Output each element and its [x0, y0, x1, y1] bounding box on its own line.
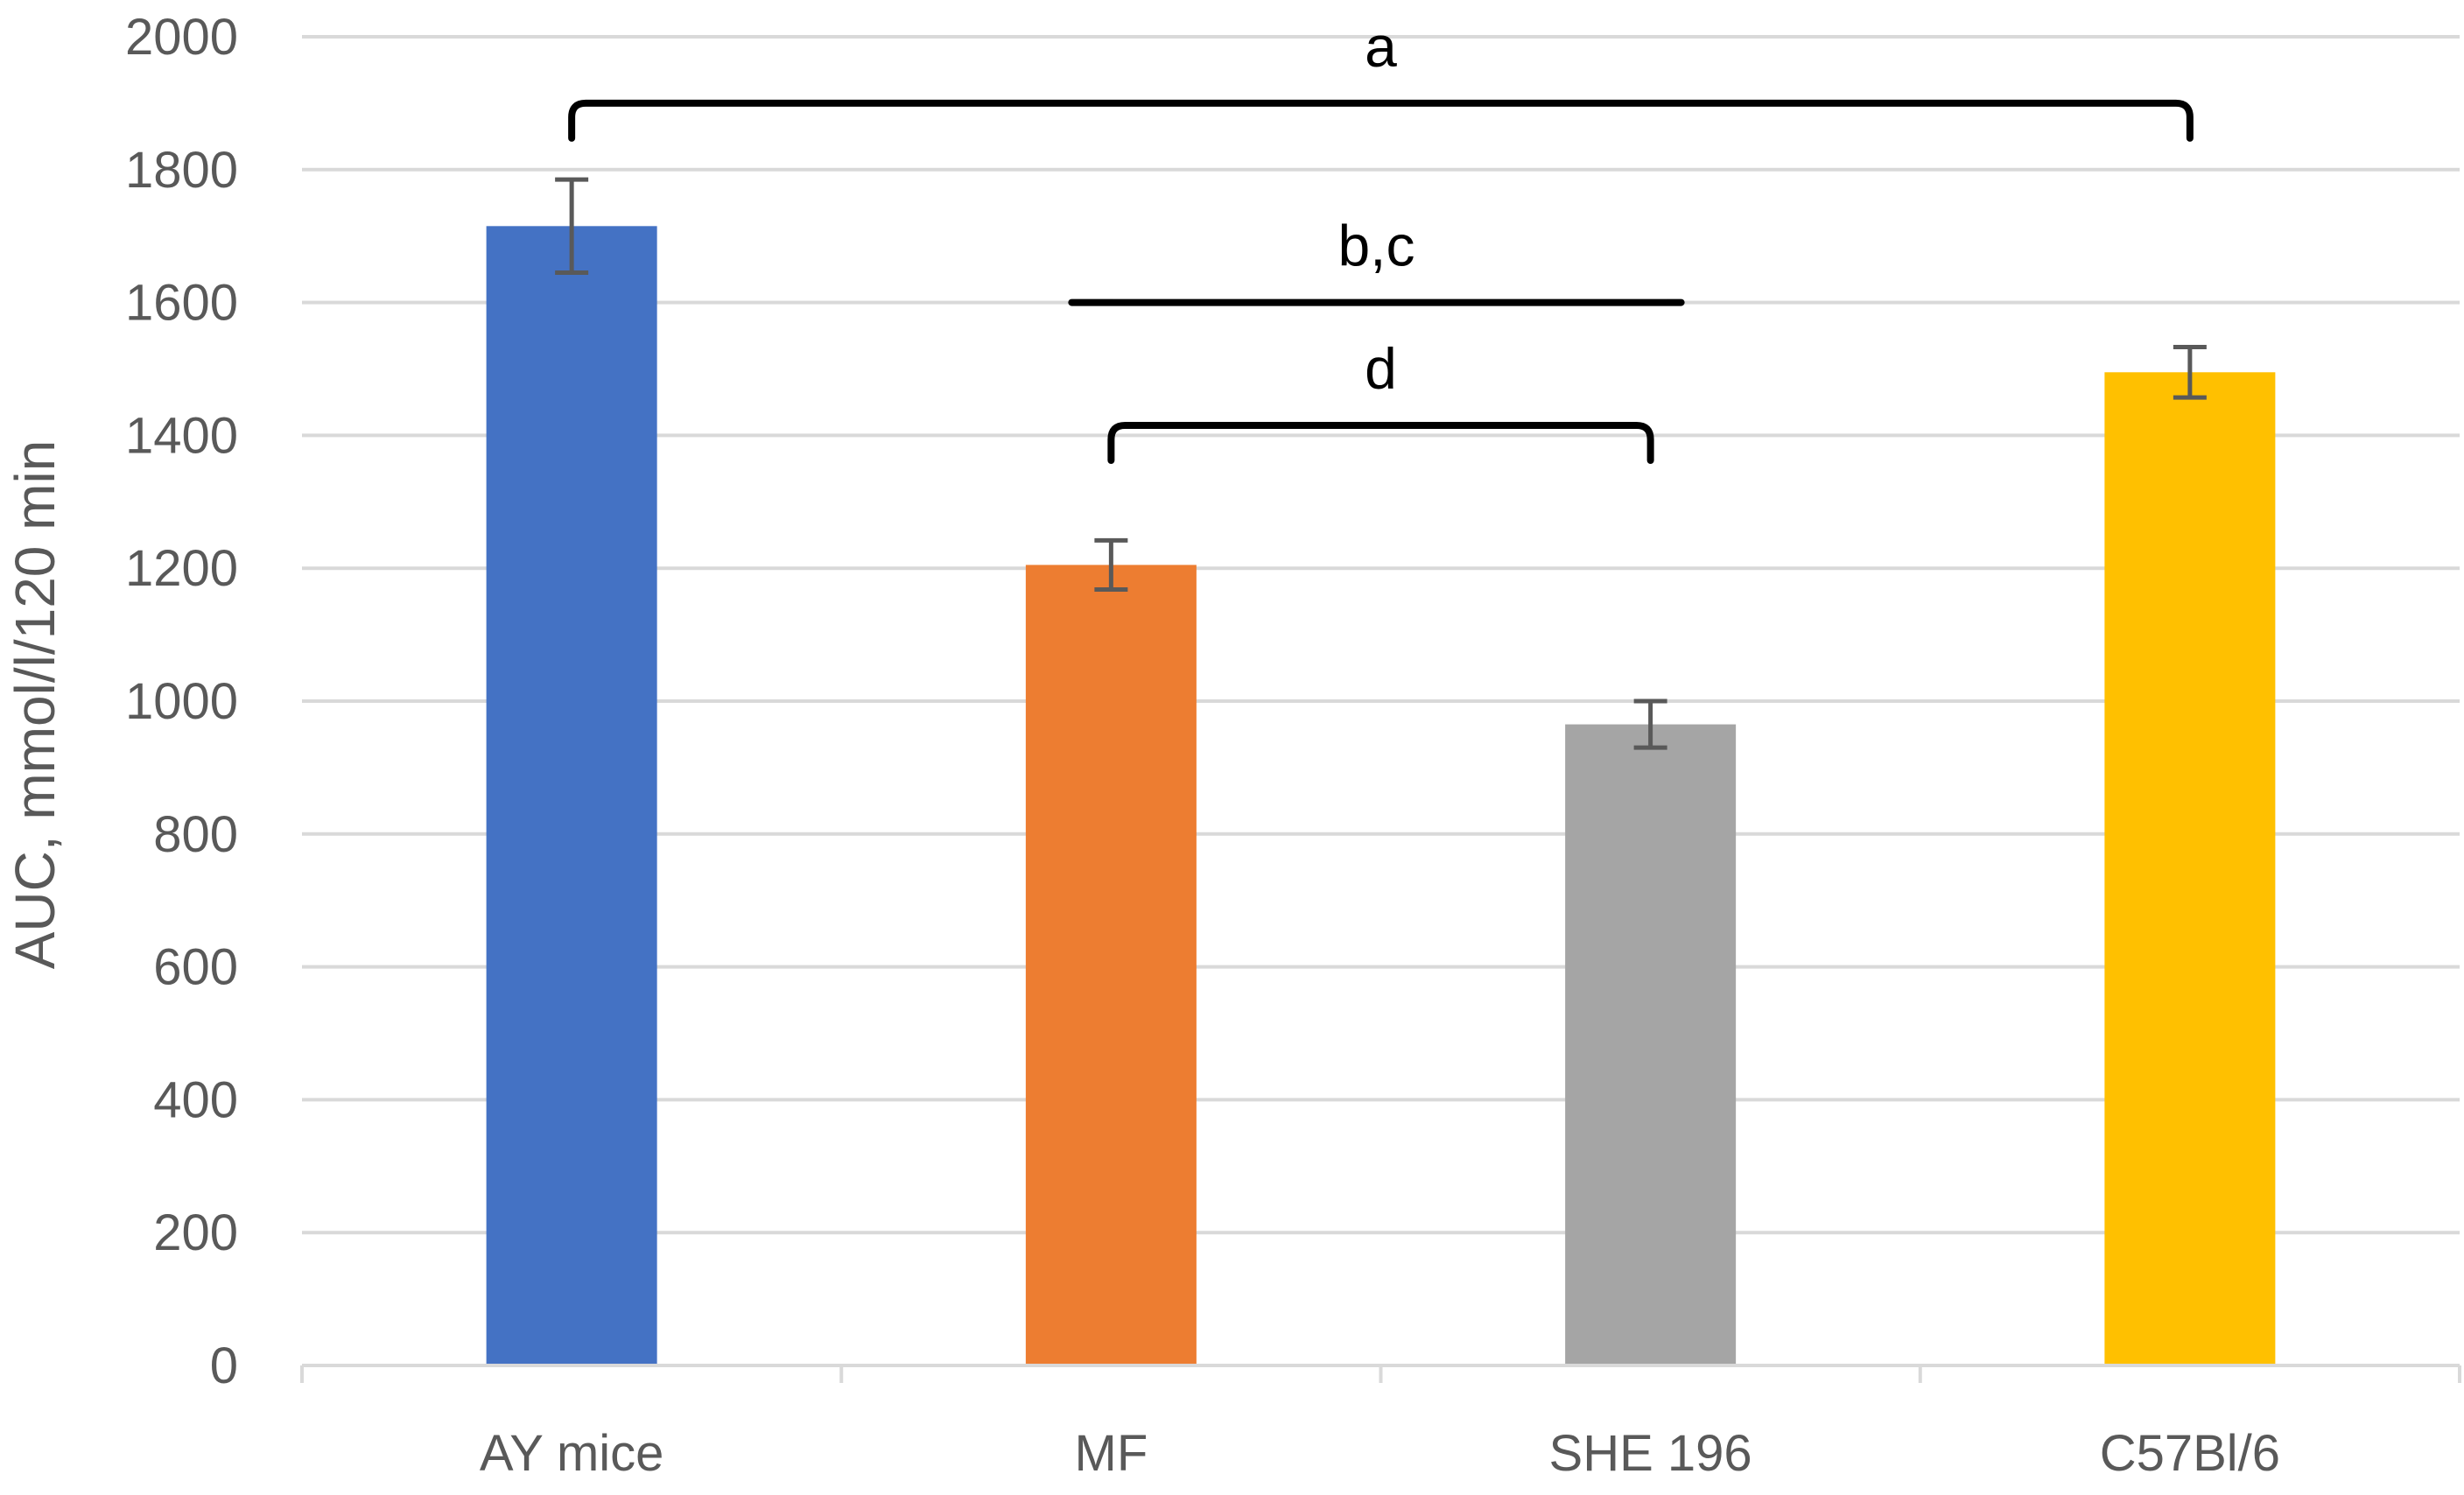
x-tick-label-ay-mice: AY mice — [480, 1425, 664, 1482]
bar-she-196 — [1565, 724, 1737, 1365]
y-axis-ticks: 0 200 400 600 800 1000 1200 1400 1600 1800 2000 — [125, 9, 238, 1394]
error-bar-mf — [1094, 537, 1128, 592]
y-tick-label: 600 — [153, 939, 238, 996]
y-tick-label: 1400 — [125, 407, 238, 464]
bar-c57bl-6 — [2104, 372, 2276, 1365]
bars — [486, 226, 2276, 1366]
x-tick-label-c57bl-6: C57Bl/6 — [2100, 1425, 2280, 1482]
significance-annotations: a b,c d — [568, 14, 2194, 465]
y-tick-label: 2000 — [125, 9, 238, 66]
y-tick-label: 1000 — [125, 673, 238, 730]
bar-mf — [1025, 565, 1197, 1365]
annotation-bracket — [568, 99, 2194, 142]
x-axis-ticks: AY mice MF SHE 196 C57Bl/6 — [480, 1425, 2280, 1482]
gridlines — [302, 35, 2460, 1235]
y-tick-label: 200 — [153, 1204, 238, 1261]
error-bar-she-196 — [1633, 698, 1667, 750]
annotation-label: b,c — [1337, 214, 1415, 278]
annotation-label: a — [1365, 14, 1397, 79]
x-tick-label-she-196: SHE 196 — [1549, 1425, 1752, 1482]
y-tick-label: 1600 — [125, 275, 238, 332]
annotation-bracket — [1107, 422, 1654, 465]
bar-ay-mice — [486, 226, 657, 1366]
x-axis — [300, 1364, 2461, 1383]
y-tick-label: 400 — [153, 1071, 238, 1128]
annotation-b-c: b,c — [1068, 214, 1685, 306]
error-bar-ay-mice — [555, 177, 589, 275]
annotation-a: a — [568, 14, 2194, 142]
x-tick-label-mf: MF — [1075, 1425, 1148, 1482]
annotation-d: d — [1107, 336, 1654, 465]
error-bars — [555, 177, 2207, 750]
y-tick-label: 800 — [153, 806, 238, 863]
y-tick-label: 0 — [210, 1337, 238, 1394]
annotation-label: d — [1365, 336, 1397, 401]
y-tick-label: 1200 — [125, 540, 238, 597]
error-bar-c57bl-6 — [2173, 344, 2207, 400]
y-tick-label: 1800 — [125, 142, 238, 199]
y-axis-title: AUC, mmol/l/120 min — [4, 440, 67, 970]
